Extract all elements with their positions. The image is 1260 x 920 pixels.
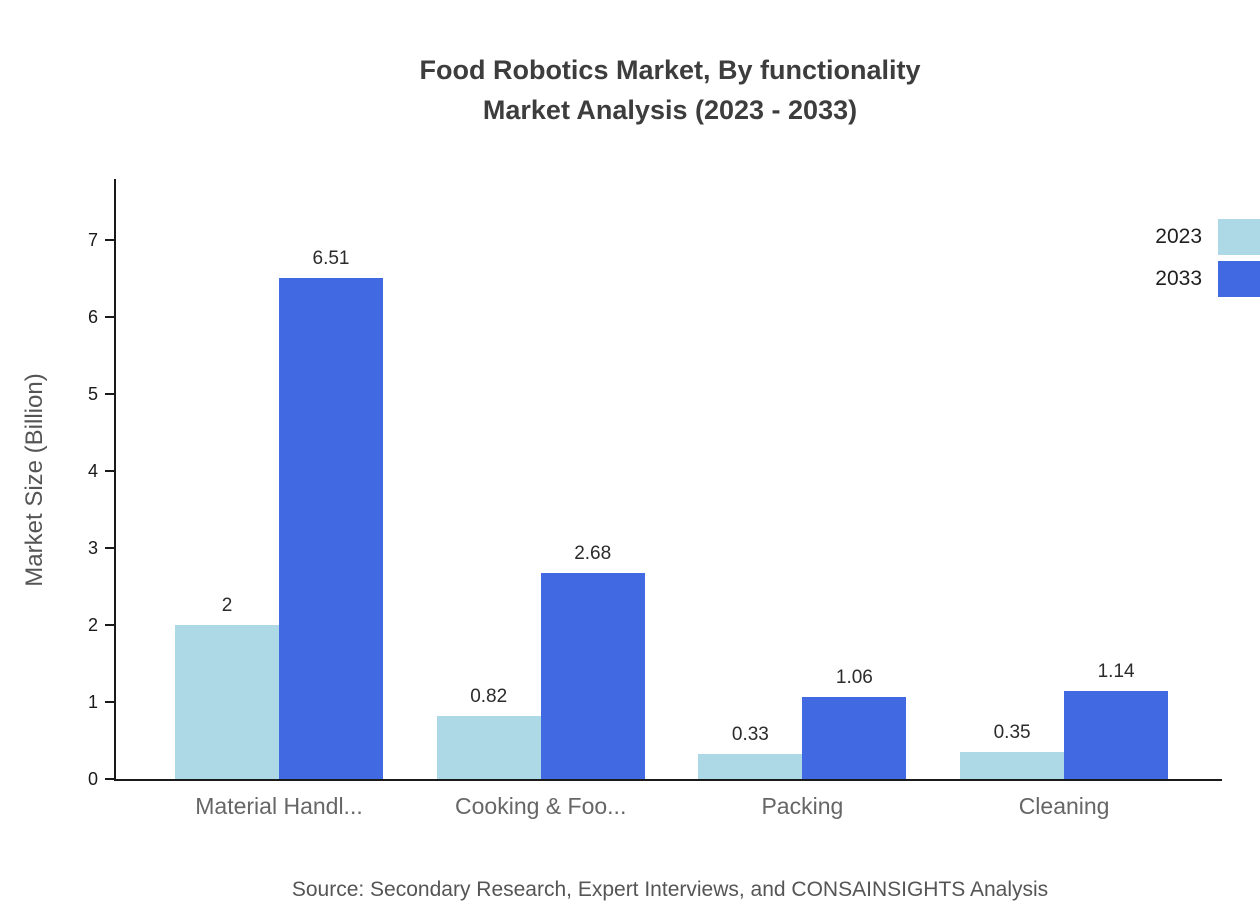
bar-2023-category-1 [436, 716, 541, 779]
chart-title-line-1: Food Robotics Market, By functionality [419, 55, 921, 85]
source-note: Source: Secondary Research, Expert Inter… [291, 878, 1049, 901]
x-category-label-1: Cooking & Foo... [455, 793, 627, 819]
legend-label-2033: 2033 [1155, 267, 1202, 290]
y-axis-title: Market Size (Billion) [21, 373, 48, 587]
value-label-2033-category-3: 1.14 [1097, 661, 1135, 682]
x-category-label-2: Packing [761, 793, 844, 819]
x-category-label-0: Material Handl... [195, 793, 363, 819]
chart-title: Food Robotics Market, By functionality M… [115, 50, 1225, 130]
y-tick-label-6: 6 [87, 307, 98, 327]
bar-2033-category-3 [1064, 691, 1169, 779]
bar-2023-category-0 [175, 625, 279, 779]
bar-2033-category-0 [279, 278, 383, 779]
legend: 2023 2033 [1155, 218, 1260, 298]
y-tick-mark-3 [105, 547, 114, 549]
bar-2033-category-1 [540, 573, 645, 779]
y-tick-label-3: 3 [87, 538, 98, 558]
chart-title-line-2: Market Analysis (2023 - 2033) [482, 95, 858, 125]
y-tick-mark-5 [105, 393, 114, 395]
plot-area: 0 1 2 3 4 5 6 7 Material Handl... 2 6.51 Cooking & … [88, 179, 1222, 819]
y-tick-label-2: 2 [87, 615, 98, 635]
legend-item-2023: 2023 [1155, 218, 1260, 256]
legend-item-2033: 2033 [1155, 260, 1260, 298]
value-label-2033-category-0: 6.51 [312, 248, 350, 269]
legend-swatch-2023 [1218, 219, 1260, 255]
y-tick-label-7: 7 [87, 230, 98, 250]
value-label-2033-category-2: 1.06 [835, 667, 873, 688]
y-tick-label-4: 4 [87, 461, 98, 481]
bar-2023-category-3 [960, 752, 1065, 779]
y-tick-mark-2 [105, 624, 114, 626]
y-tick-mark-1 [105, 701, 114, 703]
value-label-2033-category-1: 2.68 [574, 543, 612, 564]
value-label-2023-category-0: 2 [221, 595, 233, 616]
bar-2033-category-2 [802, 697, 907, 779]
value-label-2023-category-3: 0.35 [993, 722, 1031, 743]
value-label-2023-category-2: 0.33 [731, 724, 769, 745]
y-tick-label-5: 5 [87, 384, 98, 404]
y-tick-label-0: 0 [87, 769, 98, 789]
legend-swatch-2033 [1218, 261, 1260, 297]
y-tick-label-1: 1 [87, 692, 98, 712]
legend-label-2023: 2023 [1155, 225, 1202, 248]
value-label-2023-category-1: 0.82 [470, 686, 508, 707]
bar-2023-category-2 [698, 754, 803, 779]
y-tick-mark-4 [105, 470, 114, 472]
y-tick-mark-6 [105, 316, 114, 318]
x-category-label-3: Cleaning [1018, 793, 1110, 819]
y-tick-mark-0 [105, 778, 114, 780]
y-tick-mark-7 [105, 239, 114, 241]
